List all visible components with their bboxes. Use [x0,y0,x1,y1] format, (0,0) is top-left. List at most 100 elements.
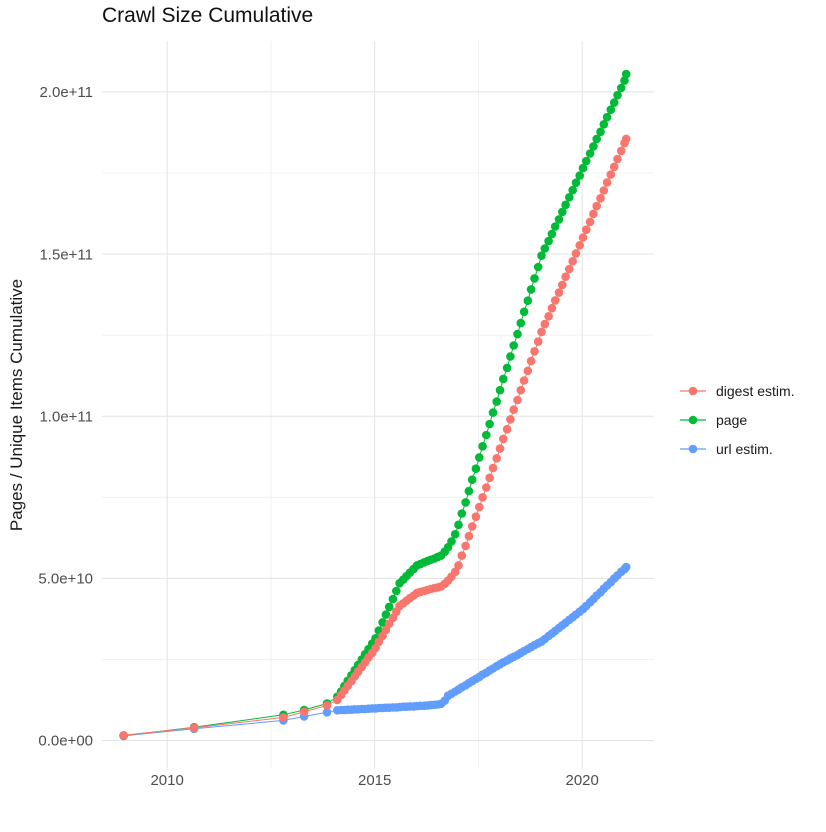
data-point [378,618,387,627]
data-point [582,156,591,166]
data-point [509,341,518,350]
data-point [464,486,474,496]
y-axis-title: Pages / Unique Items Cumulative [7,278,26,532]
y-tick-label: 1.5e+11 [39,246,93,263]
legend-key-icon [680,444,706,454]
data-point [467,522,477,531]
data-point [589,142,598,151]
data-point [544,236,553,246]
legend-item-digest-estim: digest estim. [680,381,795,401]
x-axis-labels: 2010 2015 2020 [150,772,598,789]
data-point [475,502,484,512]
data-point [279,713,288,722]
data-point [575,171,584,180]
legend-key-icon [680,386,706,396]
data-point [526,356,536,366]
data-point [388,594,398,604]
data-point [537,327,546,337]
data-point [119,731,128,740]
data-point [461,541,470,551]
data-point [568,256,577,266]
data-point [606,170,616,179]
data-point [488,463,498,473]
data-point [509,405,518,415]
data-point [578,163,588,173]
y-tick-label: 0.0e+00 [38,733,93,750]
data-point [596,194,605,203]
data-point [506,352,515,361]
data-point [537,251,546,260]
data-point [392,586,401,596]
legend-label: digest estim. [716,383,795,399]
data-point [519,307,529,317]
data-point [461,498,470,507]
data-point [467,475,477,485]
data-point [447,537,456,546]
data-point [457,551,467,560]
data-point [592,134,601,144]
data-point [495,385,505,395]
data-point [530,274,539,283]
y-axis-labels: 0.0e+00 5.0e+10 1.0e+11 1.5e+11 2.0e+11 [38,84,93,750]
data-point [471,512,481,521]
data-point [554,288,564,297]
data-point [599,120,609,129]
data-point [547,303,557,313]
data-point [478,442,487,451]
data-point [554,215,564,224]
data-point [454,520,463,530]
x-tick-label: 2010 [150,772,183,789]
legend-label: url estim. [716,441,773,457]
data-point [585,217,595,227]
data-point [485,473,494,483]
data-point [589,209,598,219]
data-point [540,319,550,329]
data-point [602,112,612,122]
data-point [602,178,612,187]
data-point [582,225,591,234]
legend: digest estim. page url estim. [680,381,795,459]
data-point [384,602,394,612]
data-point [613,154,622,164]
data-point [492,397,502,406]
data-point [450,567,460,577]
data-point [492,454,502,463]
data-point [482,430,491,440]
data-point [599,186,609,195]
data-point [568,185,577,195]
data-point [565,264,574,274]
legend-key-icon [680,415,706,425]
data-point [488,408,498,417]
data-point [621,134,631,144]
data-point [596,127,605,137]
data-point [544,312,553,321]
data-point [558,280,567,290]
data-point [523,296,533,306]
data-point [506,415,515,424]
data-point [621,69,631,79]
data-point [616,83,626,93]
data-point [530,347,539,356]
data-point [322,708,332,717]
data-point [299,707,309,717]
data-point [495,444,505,453]
data-point [620,76,629,85]
data-point [571,178,581,187]
data-point [578,233,588,242]
data-point [519,376,529,385]
legend-label: page [716,412,748,428]
data-point [450,529,460,539]
data-point [478,493,487,502]
data-point [585,149,595,158]
data-point [464,531,474,541]
data-point [189,723,199,733]
data-point [550,222,560,231]
data-point [322,701,332,710]
data-point [471,464,481,474]
data-point [533,262,543,272]
legend-item-url-estim: url estim. [680,439,795,459]
data-point [381,610,391,619]
data-point [592,201,601,211]
data-point [513,395,522,405]
